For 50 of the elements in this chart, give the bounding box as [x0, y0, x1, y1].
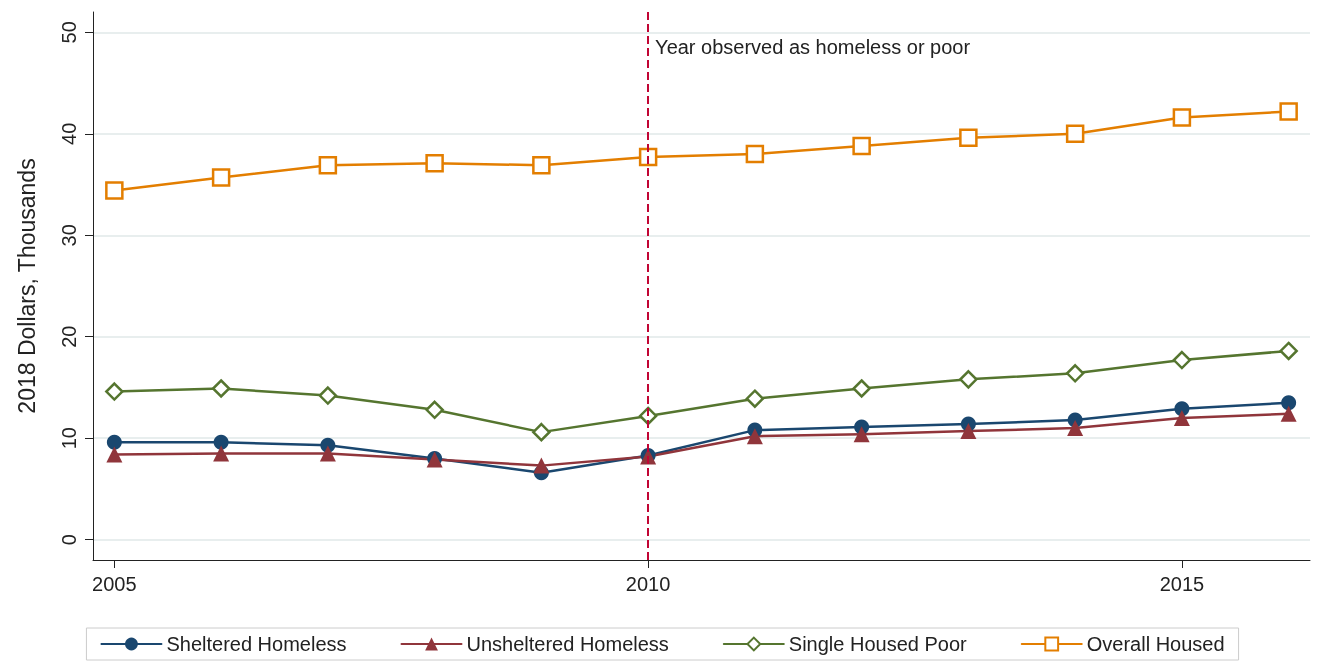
point — [745, 389, 765, 408]
point — [1279, 341, 1298, 361]
point — [425, 153, 444, 173]
point — [1065, 364, 1085, 383]
point — [853, 426, 870, 443]
point — [1279, 102, 1298, 121]
point — [532, 155, 551, 175]
point — [1173, 409, 1190, 426]
x-tick-label: 2015 — [1159, 573, 1205, 595]
point — [213, 445, 230, 462]
y-tick-label: 40 — [58, 122, 80, 145]
point — [105, 181, 124, 200]
legend-label: Single Housed Poor — [788, 633, 968, 655]
x-tick-label: 2005 — [92, 573, 137, 595]
legend-label: Unsheltered Homeless — [466, 633, 669, 655]
point — [319, 445, 336, 462]
point — [532, 422, 551, 442]
point — [852, 379, 871, 398]
point — [425, 400, 444, 420]
y-tick-label: 30 — [58, 224, 80, 247]
point — [1065, 124, 1085, 144]
point — [211, 379, 231, 398]
point — [106, 434, 122, 450]
point — [105, 382, 124, 401]
point — [318, 155, 338, 175]
point — [1172, 350, 1192, 370]
point — [533, 457, 550, 474]
ref-line-label: Year observed as homeless or poor — [655, 36, 971, 58]
legend-label: Overall Housed — [1086, 633, 1225, 655]
y-tick-label: 10 — [58, 427, 80, 450]
point — [745, 144, 765, 164]
point — [852, 136, 871, 156]
y-tick-label: 50 — [58, 21, 80, 44]
point — [1281, 395, 1297, 411]
point — [959, 370, 978, 389]
point — [959, 128, 978, 148]
legend-label: Sheltered Homeless — [166, 633, 347, 655]
point — [1172, 108, 1192, 127]
point — [213, 434, 229, 450]
point — [746, 428, 763, 445]
x-tick-label: 2010 — [625, 573, 671, 595]
point — [960, 423, 977, 440]
point — [1280, 405, 1297, 422]
point — [106, 446, 123, 463]
point — [211, 168, 231, 187]
y-tick-label: 0 — [58, 534, 80, 546]
point — [1067, 420, 1084, 437]
y-axis-title: 2018 Dollars, Thousands — [13, 158, 40, 414]
y-tick-label: 20 — [58, 325, 80, 348]
point — [318, 386, 338, 405]
